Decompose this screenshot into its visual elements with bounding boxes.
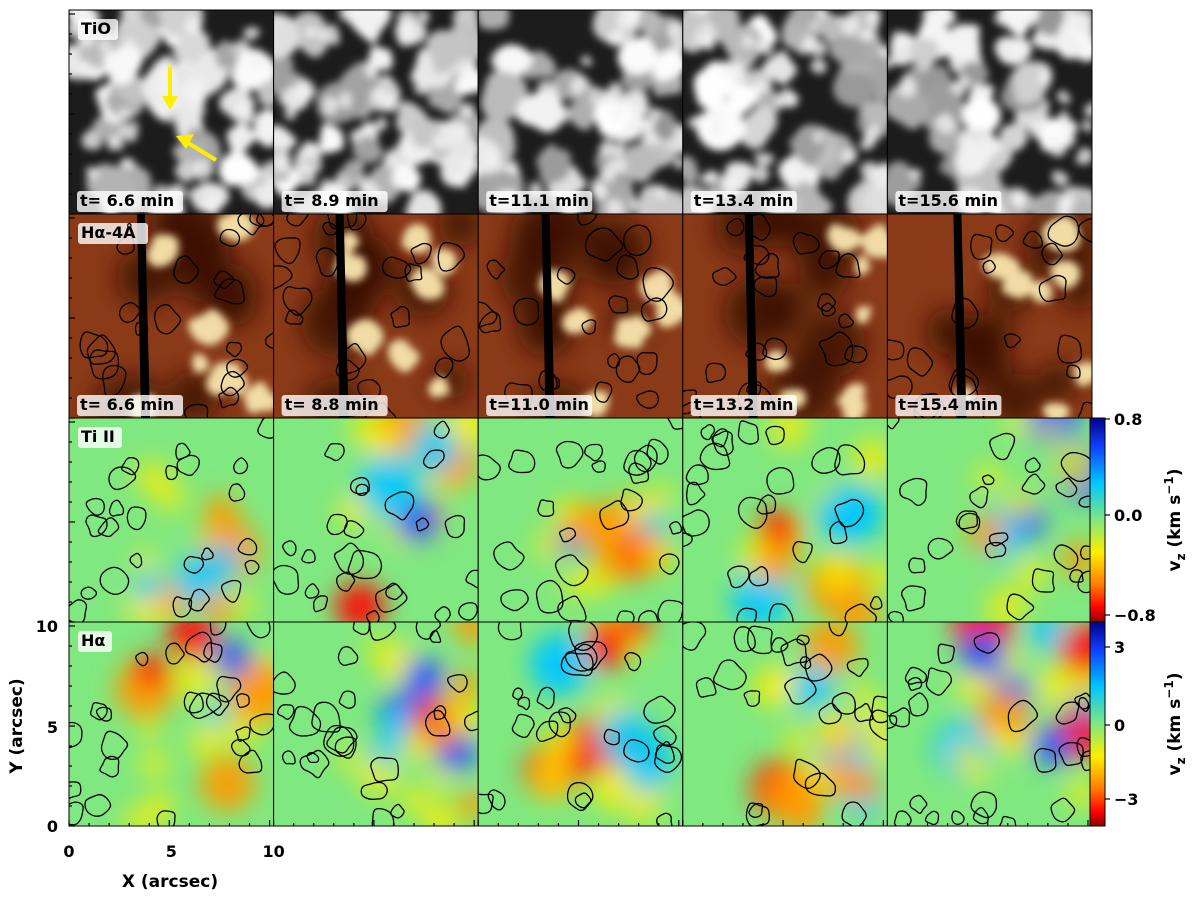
timestamp-label-bg [895,191,1002,212]
panel-tio-4 [682,10,888,214]
arrow-head-upleft [176,134,194,149]
panel-ha_wing-5 [887,214,1093,418]
row-label-ha-bg [78,631,112,652]
colorbar-tick-label: 0.0 [1114,506,1142,525]
colorbar-tick-label: 0 [1114,716,1125,735]
timestamp-label: t= 8.8 min [285,395,379,414]
row-label-ha: Hα [81,631,105,650]
timestamp-label: t=13.2 min [694,395,794,414]
y-tick-label: 5 [47,718,58,737]
colorbar-label-part: v [1165,560,1185,571]
colorbar-tick-label: 0.8 [1114,410,1142,429]
row-label-ha_wing: Hα-4Å [81,223,136,242]
colorbar-tick-label: 3 [1114,638,1125,657]
panel-tiii-4 [682,418,888,622]
timestamp-label-bg [281,191,388,212]
timestamp-label: t= 6.6 min [80,395,174,414]
arrow-upleft-icon [186,141,218,162]
colorbar-label-part: (km s [1165,699,1185,758]
y-tick-label: 10 [36,617,58,636]
colorbar-label-part: −1 [1162,476,1176,494]
timestamp-label-bg [690,395,797,416]
colorbar-label-part: z [1174,757,1188,764]
panel-tio-5 [887,10,1093,214]
x-tick-label: 0 [63,842,74,861]
timestamp-label-bg [486,191,593,212]
colorbar-label-part: (km s [1165,495,1185,554]
row-label-tio-bg [78,19,118,40]
timestamp-label: t=11.0 min [489,395,589,414]
panel-tio-2 [273,10,479,214]
panel-ha-2 [273,622,479,826]
timestamp-label: t= 8.9 min [285,191,379,210]
timestamp-label: t=15.4 min [898,395,998,414]
colorbar-label-part: −1 [1162,680,1176,698]
panel-ha-4 [682,622,888,826]
panel-ha-1 [69,622,274,826]
timestamp-label-bg [281,395,388,416]
panel-tiii-2 [273,418,479,622]
panel-tio-3 [478,10,683,214]
timestamp-label-bg [690,191,797,212]
row-label-tiii-bg [78,427,122,448]
colorbar-label-part: z [1174,553,1188,560]
timestamp-label: t=13.4 min [694,191,794,210]
row-label-ha_wing-bg [78,223,148,244]
x-tick-label: 10 [262,842,284,861]
timestamp-label: t= 6.6 min [80,191,174,210]
arrow-head-down [162,96,178,110]
timestamp-label-bg [77,395,183,416]
panel-tiii-5 [887,418,1093,622]
timestamp-label-bg [895,395,1002,416]
row-label-tio: TiO [81,19,111,38]
panel-ha-5 [887,622,1093,826]
panel-tiii-3 [478,418,683,622]
colorbar-tick-label: −3 [1114,790,1139,809]
panel-ha_wing-2 [273,214,479,418]
colorbar-label: vz (km s−1) [1162,468,1188,571]
timestamp-label: t=15.6 min [898,191,998,210]
panel-ha_wing-3 [478,214,683,418]
colorbar-label-part: ) [1165,468,1185,476]
colorbar-1 [1089,417,1106,623]
panel-tiii-1 [69,418,274,622]
colorbar-2 [1089,621,1106,827]
panel-ha-3 [478,622,683,826]
row-label-tiii: Ti II [81,427,115,446]
y-axis-label: Y (arcsec) [7,678,27,774]
colorbar-label: vz (km s−1) [1162,672,1188,775]
arrow-markers [162,66,218,162]
timestamp-label-bg [77,191,183,212]
colorbar-label-part: v [1165,764,1185,775]
y-tick-label: 0 [47,817,58,836]
timestamp-label: t=11.1 min [489,191,589,210]
colorbar-tick-label: −0.8 [1114,606,1156,625]
x-tick-label: 5 [166,842,177,861]
colorbar-label-part: ) [1165,672,1185,680]
panel-ha_wing-4 [682,214,888,418]
x-axis-label: X (arcsec) [122,872,218,892]
timestamp-label-bg [486,395,593,416]
